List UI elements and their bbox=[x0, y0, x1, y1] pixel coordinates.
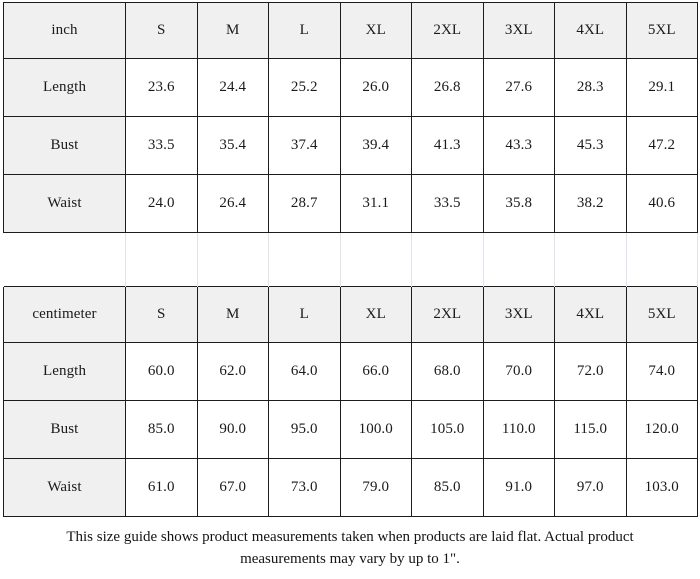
centimeter-length-3xl: 70.0 bbox=[482, 342, 555, 401]
inch-measure-label-length: Length bbox=[3, 58, 126, 117]
inch-waist-l: 28.7 bbox=[268, 174, 341, 233]
inch-waist-m: 26.4 bbox=[196, 174, 269, 233]
inch-size-header-5xl: 5XL bbox=[625, 2, 698, 59]
inch-waist-5xl: 40.6 bbox=[625, 174, 698, 233]
inch-row-waist: Waist 24.0 26.4 28.7 31.1 33.5 35.8 38.2… bbox=[3, 174, 698, 233]
centimeter-measure-label-length: Length bbox=[3, 342, 126, 401]
centimeter-waist-2xl: 85.0 bbox=[411, 458, 484, 517]
centimeter-size-header-s: S bbox=[125, 286, 198, 343]
centimeter-bust-l: 95.0 bbox=[268, 400, 341, 459]
centimeter-waist-5xl: 103.0 bbox=[625, 458, 698, 517]
inch-measure-label-bust: Bust bbox=[3, 116, 126, 175]
inch-row-length: Length 23.6 24.4 25.2 26.0 26.8 27.6 28.… bbox=[3, 58, 698, 117]
centimeter-size-header-l: L bbox=[268, 286, 341, 343]
centimeter-bust-m: 90.0 bbox=[196, 400, 269, 459]
centimeter-length-xl: 66.0 bbox=[339, 342, 412, 401]
spacer-cell-8 bbox=[625, 232, 698, 287]
centimeter-waist-l: 73.0 bbox=[268, 458, 341, 517]
centimeter-unit-label: centimeter bbox=[3, 286, 126, 343]
inch-row-bust: Bust 33.5 35.4 37.4 39.4 41.3 43.3 45.3 … bbox=[3, 116, 698, 175]
inch-measure-label-waist: Waist bbox=[3, 174, 126, 233]
centimeter-length-l: 64.0 bbox=[268, 342, 341, 401]
centimeter-size-header-4xl: 4XL bbox=[554, 286, 627, 343]
inch-length-4xl: 28.3 bbox=[554, 58, 627, 117]
centimeter-size-header-xl: XL bbox=[339, 286, 412, 343]
size-guide-container: inch S M L XL 2XL 3XL 4XL 5XL Length 23.… bbox=[3, 2, 698, 567]
inch-bust-3xl: 43.3 bbox=[482, 116, 555, 175]
inch-size-header-l: L bbox=[268, 2, 341, 59]
centimeter-row-length: Length 60.0 62.0 64.0 66.0 68.0 70.0 72.… bbox=[3, 342, 698, 401]
inch-bust-5xl: 47.2 bbox=[625, 116, 698, 175]
inch-length-3xl: 27.6 bbox=[482, 58, 555, 117]
inch-bust-4xl: 45.3 bbox=[554, 116, 627, 175]
inch-bust-2xl: 41.3 bbox=[411, 116, 484, 175]
centimeter-length-5xl: 74.0 bbox=[625, 342, 698, 401]
centimeter-length-4xl: 72.0 bbox=[554, 342, 627, 401]
inch-bust-m: 35.4 bbox=[196, 116, 269, 175]
spacer-cell-2 bbox=[196, 232, 269, 287]
centimeter-bust-xl: 100.0 bbox=[339, 400, 412, 459]
centimeter-waist-xl: 79.0 bbox=[339, 458, 412, 517]
centimeter-header-row: centimeter S M L XL 2XL 3XL 4XL 5XL bbox=[3, 286, 698, 343]
inch-size-header-2xl: 2XL bbox=[411, 2, 484, 59]
inch-header-row: inch S M L XL 2XL 3XL 4XL 5XL bbox=[3, 2, 698, 59]
inch-waist-2xl: 33.5 bbox=[411, 174, 484, 233]
centimeter-waist-s: 61.0 bbox=[125, 458, 198, 517]
centimeter-waist-m: 67.0 bbox=[196, 458, 269, 517]
spacer-cell-6 bbox=[482, 232, 555, 287]
table-spacer-row bbox=[3, 232, 698, 287]
centimeter-length-2xl: 68.0 bbox=[411, 342, 484, 401]
inch-length-s: 23.6 bbox=[125, 58, 198, 117]
inch-size-header-4xl: 4XL bbox=[554, 2, 627, 59]
centimeter-length-m: 62.0 bbox=[196, 342, 269, 401]
centimeter-bust-5xl: 120.0 bbox=[625, 400, 698, 459]
inch-bust-xl: 39.4 bbox=[339, 116, 412, 175]
inch-size-header-3xl: 3XL bbox=[482, 2, 555, 59]
centimeter-waist-4xl: 97.0 bbox=[554, 458, 627, 517]
centimeter-measure-label-waist: Waist bbox=[3, 458, 126, 517]
centimeter-size-header-m: M bbox=[196, 286, 269, 343]
centimeter-bust-s: 85.0 bbox=[125, 400, 198, 459]
centimeter-row-bust: Bust 85.0 90.0 95.0 100.0 105.0 110.0 11… bbox=[3, 400, 698, 459]
spacer-cell-3 bbox=[268, 232, 341, 287]
spacer-cell-label bbox=[3, 232, 126, 287]
inch-bust-l: 37.4 bbox=[268, 116, 341, 175]
spacer-cell-4 bbox=[339, 232, 412, 287]
inch-bust-s: 33.5 bbox=[125, 116, 198, 175]
inch-length-2xl: 26.8 bbox=[411, 58, 484, 117]
centimeter-bust-3xl: 110.0 bbox=[482, 400, 555, 459]
centimeter-size-header-5xl: 5XL bbox=[625, 286, 698, 343]
inch-size-header-m: M bbox=[196, 2, 269, 59]
inch-waist-xl: 31.1 bbox=[339, 174, 412, 233]
centimeter-measure-label-bust: Bust bbox=[3, 400, 126, 459]
centimeter-size-header-3xl: 3XL bbox=[482, 286, 555, 343]
spacer-cell-1 bbox=[125, 232, 198, 287]
size-chart-table: inch S M L XL 2XL 3XL 4XL 5XL Length 23.… bbox=[3, 2, 698, 517]
inch-unit-label: inch bbox=[3, 2, 126, 59]
inch-length-5xl: 29.1 bbox=[625, 58, 698, 117]
inch-waist-s: 24.0 bbox=[125, 174, 198, 233]
centimeter-length-s: 60.0 bbox=[125, 342, 198, 401]
inch-size-header-xl: XL bbox=[339, 2, 412, 59]
spacer-cell-5 bbox=[411, 232, 484, 287]
inch-size-header-s: S bbox=[125, 2, 198, 59]
centimeter-row-waist: Waist 61.0 67.0 73.0 79.0 85.0 91.0 97.0… bbox=[3, 458, 698, 517]
inch-waist-4xl: 38.2 bbox=[554, 174, 627, 233]
size-guide-footnote: This size guide shows product measuremen… bbox=[3, 517, 697, 579]
inch-length-m: 24.4 bbox=[196, 58, 269, 117]
inch-length-xl: 26.0 bbox=[339, 58, 412, 117]
centimeter-size-header-2xl: 2XL bbox=[411, 286, 484, 343]
spacer-cell-7 bbox=[554, 232, 627, 287]
inch-length-l: 25.2 bbox=[268, 58, 341, 117]
centimeter-bust-4xl: 115.0 bbox=[554, 400, 627, 459]
inch-waist-3xl: 35.8 bbox=[482, 174, 555, 233]
centimeter-waist-3xl: 91.0 bbox=[482, 458, 555, 517]
centimeter-bust-2xl: 105.0 bbox=[411, 400, 484, 459]
